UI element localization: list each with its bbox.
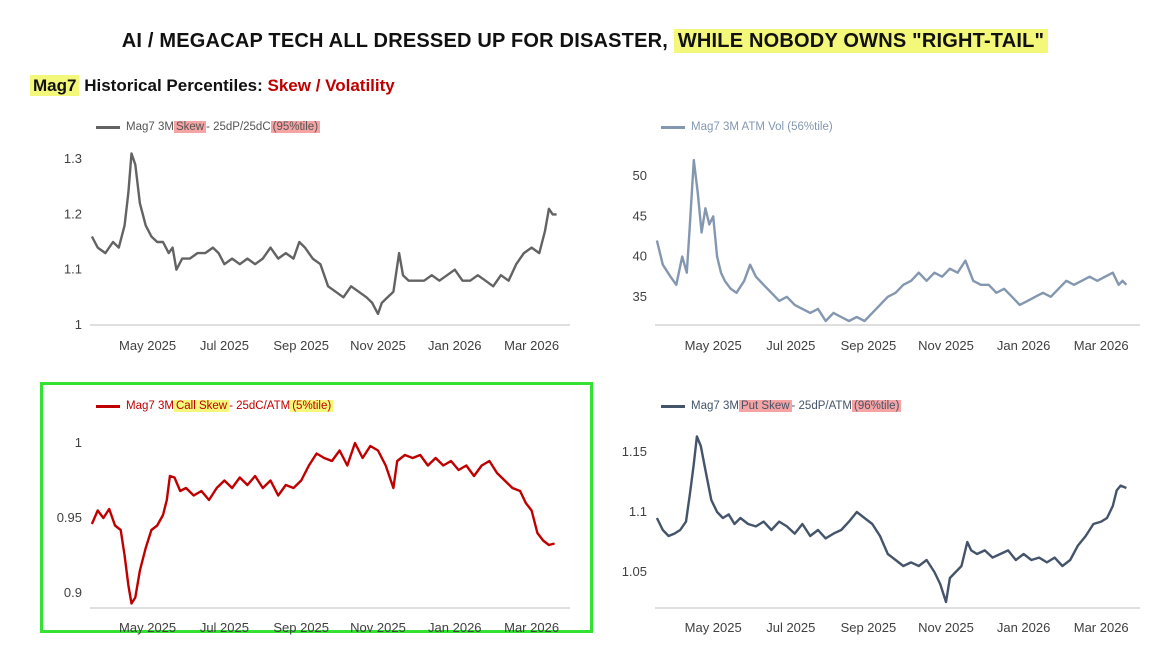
call-skew-legend-text1: Mag7 3M — [126, 400, 174, 412]
atm_vol-series-line — [655, 158, 1128, 323]
atm_vol-y-tick-label: 40 — [633, 249, 647, 264]
subtitle-red: Skew / Volatility — [267, 76, 395, 95]
skew-x-tick-label: Jul 2025 — [200, 338, 249, 353]
subtitle: Mag7 Historical Percentiles: Skew / Vola… — [30, 75, 395, 96]
skew-y-tick-label: 1.2 — [64, 206, 82, 221]
skew-legend-swatch — [96, 125, 120, 129]
skew-y-tick-label: 1.1 — [64, 262, 82, 277]
atm-vol-legend: Mag7 3M ATM Vol (56%tile) — [661, 121, 833, 133]
put-skew-legend-highlight1: Put Skew — [738, 400, 792, 412]
put_skew-y-tick-label: 1.15 — [622, 444, 647, 459]
atm_vol-y-tick-label: 50 — [633, 168, 647, 183]
skew-legend-highlight2: (95%tile) — [270, 121, 321, 133]
skew-legend-text2: - 25dP/25dC — [206, 121, 271, 133]
put-skew-legend-swatch — [661, 404, 685, 408]
atm-vol-legend-text: Mag7 3M ATM Vol (56%tile) — [691, 121, 833, 133]
skew-chart-svg: 1 1.1 1.2 1.3 May 2025 Jul 2025 Sep 2025 Nov 20… — [64, 151, 570, 353]
skew-x-tick-label: Jan 2026 — [428, 338, 482, 353]
put-skew-legend-highlight2: (96%tile) — [852, 400, 902, 412]
put_skew-x-tick-label: Nov 2025 — [918, 620, 974, 635]
call_skew-x-tick-label: Nov 2025 — [350, 620, 406, 635]
call_skew-x-tick-label: Mar 2026 — [504, 620, 559, 635]
atm-vol-legend-swatch — [661, 125, 685, 129]
call_skew-y-tick-label: 0.9 — [64, 585, 82, 600]
put-skew-chart-panel: Mag7 3M Put Skew - 25dP/ATM (96%tile) 1.… — [575, 388, 1170, 635]
skew-chart-panel: Mag7 3M Skew - 25dP/25dC (95%tile) 1 1.1 1… — [0, 110, 590, 360]
put_skew-x-tick-label: Jul 2025 — [766, 620, 815, 635]
skew-x-tick-label: Nov 2025 — [350, 338, 406, 353]
call_skew-x-tick-label: May 2025 — [119, 620, 176, 635]
call-skew-chart-svg: 0.9 0.95 1 May 2025 Jul 2025 Sep 2025 Nov 2025… — [57, 435, 570, 635]
skew-x-tick-label: May 2025 — [119, 338, 176, 353]
call_skew-series-line — [90, 441, 555, 605]
call-skew-legend: Mag7 3M Call Skew - 25dC/ATM (5%tile) — [96, 400, 334, 412]
put-skew-chart-svg: 1.05 1.1 1.15 May 2025 Jul 2025 Sep 2025 Nov 2… — [622, 435, 1140, 635]
put_skew-y-tick-label: 1.05 — [622, 564, 647, 579]
call_skew-x-tick-label: Jan 2026 — [428, 620, 482, 635]
atm_vol-x-tick-label: Sep 2025 — [841, 338, 897, 353]
call_skew-x-tick-label: Sep 2025 — [273, 620, 329, 635]
atm_vol-x-tick-label: May 2025 — [685, 338, 742, 353]
call-skew-legend-highlight2: (5%tile) — [290, 400, 334, 412]
put_skew-x-tick-label: Jan 2026 — [997, 620, 1051, 635]
put-skew-legend: Mag7 3M Put Skew - 25dP/ATM (96%tile) — [661, 400, 902, 412]
subtitle-mag7: Mag7 — [30, 75, 80, 96]
subtitle-middle: Historical Percentiles: — [84, 76, 263, 95]
atm-vol-chart-svg: 35 40 45 50 May 2025 Jul 2025 Sep 2025 Nov 2025… — [633, 158, 1140, 353]
call_skew-x-tick-label: Jul 2025 — [200, 620, 249, 635]
atm_vol-x-tick-label: Nov 2025 — [918, 338, 974, 353]
skew-legend: Mag7 3M Skew - 25dP/25dC (95%tile) — [96, 121, 321, 133]
put_skew-series-line — [655, 435, 1127, 604]
skew-y-tick-label: 1.3 — [64, 151, 82, 166]
call_skew-y-tick-label: 0.95 — [57, 510, 82, 525]
skew-y-tick-label: 1 — [75, 317, 82, 332]
put_skew-y-tick-label: 1.1 — [629, 504, 647, 519]
put_skew-x-tick-label: May 2025 — [685, 620, 742, 635]
put_skew-x-tick-label: Mar 2026 — [1074, 620, 1129, 635]
put-skew-legend-text2: - 25dP/ATM — [791, 400, 853, 412]
atm_vol-x-tick-label: Jan 2026 — [997, 338, 1051, 353]
skew-series-line — [90, 152, 557, 316]
atm_vol-y-tick-label: 35 — [633, 289, 647, 304]
put_skew-x-tick-label: Sep 2025 — [841, 620, 897, 635]
main-title-part1: AI / MEGACAP TECH ALL DRESSED UP FOR DIS… — [121, 30, 669, 52]
call-skew-legend-swatch — [96, 404, 120, 408]
skew-x-tick-label: Mar 2026 — [504, 338, 559, 353]
atm_vol-x-tick-label: Jul 2025 — [766, 338, 815, 353]
skew-legend-highlight1: Skew — [173, 121, 207, 133]
main-title-highlight: WHILE NOBODY OWNS "RIGHT-TAIL" — [673, 29, 1049, 53]
main-title: AI / MEGACAP TECH ALL DRESSED UP FOR DIS… — [0, 29, 1170, 53]
skew-legend-text1: Mag7 3M — [126, 121, 174, 133]
atm_vol-y-tick-label: 45 — [633, 208, 647, 223]
call-skew-legend-text2: - 25dC/ATM — [229, 400, 291, 412]
skew-x-tick-label: Sep 2025 — [273, 338, 329, 353]
atm-vol-chart-panel: Mag7 3M ATM Vol (56%tile) 35 40 45 50 May 20… — [575, 110, 1170, 360]
call_skew-y-tick-label: 1 — [75, 435, 82, 450]
call-skew-legend-highlight1: Call Skew — [173, 400, 230, 412]
put-skew-legend-text1: Mag7 3M — [691, 400, 739, 412]
call-skew-highlight-box — [40, 382, 593, 633]
call-skew-chart-panel: Mag7 3M Call Skew - 25dC/ATM (5%tile) 0.… — [0, 388, 590, 635]
atm_vol-x-tick-label: Mar 2026 — [1074, 338, 1129, 353]
